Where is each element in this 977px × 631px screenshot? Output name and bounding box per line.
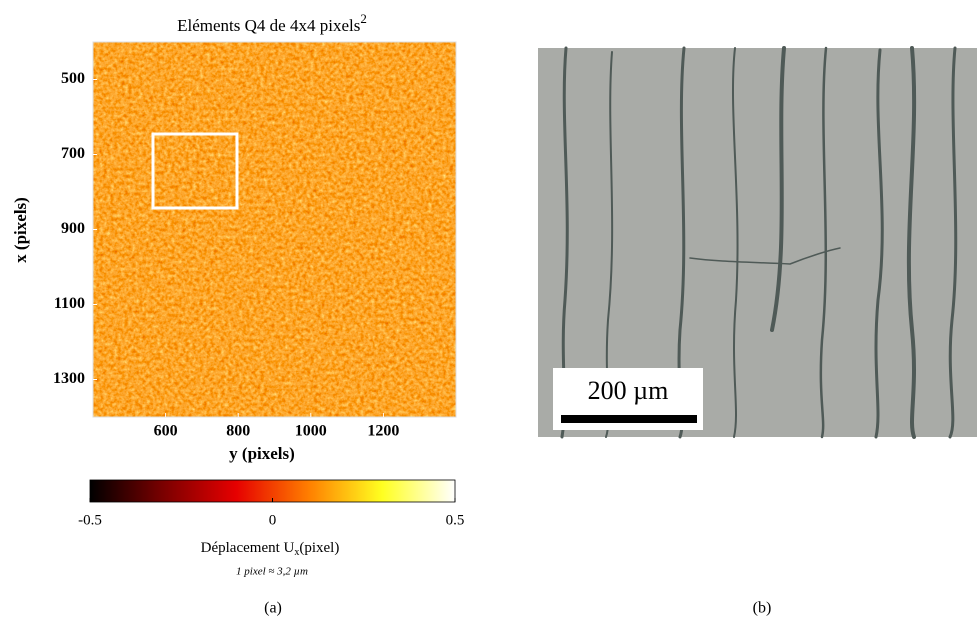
title-text: Eléments Q4 de 4x4 pixels <box>177 16 360 35</box>
colorbar-label: Déplacement Ux(pixel) <box>201 540 340 558</box>
x-tick-label: 600 <box>154 423 178 440</box>
x-tick-label: 1200 <box>367 423 399 440</box>
y-tick-label: 900 <box>61 220 85 237</box>
scale-bar-label: 200 µm <box>588 376 669 405</box>
y-axis-label: x (pixels) <box>11 197 30 263</box>
highlight-box <box>151 132 239 210</box>
colorbar-tick-label: 0.5 <box>446 512 465 528</box>
colorbar-label-subscript: x <box>294 547 299 558</box>
photo: 200 µm <box>538 46 977 439</box>
colorbar-tick-label: 0 <box>269 512 277 528</box>
heatmap-image <box>93 42 456 417</box>
chart-title: Eléments Q4 de 4x4 pixels2 <box>177 11 367 35</box>
y-tick-label: 1300 <box>53 370 85 387</box>
colorbar-label-unit: (pixel) <box>299 540 339 556</box>
title-superscript: 2 <box>360 11 367 26</box>
panel-label: (a) <box>264 600 282 617</box>
y-tick-label: 500 <box>61 70 85 87</box>
y-tick-label: 700 <box>61 145 85 162</box>
colorbar-tick-label: -0.5 <box>78 512 102 528</box>
panel-label: (b) <box>753 600 772 617</box>
x-tick-label: 1000 <box>295 423 327 440</box>
scale-bar <box>561 415 697 423</box>
colorbar-label-text: Déplacement U <box>201 540 295 556</box>
scale-note: 1 pixel ≈ 3,2 µm <box>236 566 308 578</box>
x-axis-label: y (pixels) <box>229 444 295 463</box>
x-tick-label: 800 <box>226 423 250 440</box>
y-tick-label: 1100 <box>54 295 85 312</box>
